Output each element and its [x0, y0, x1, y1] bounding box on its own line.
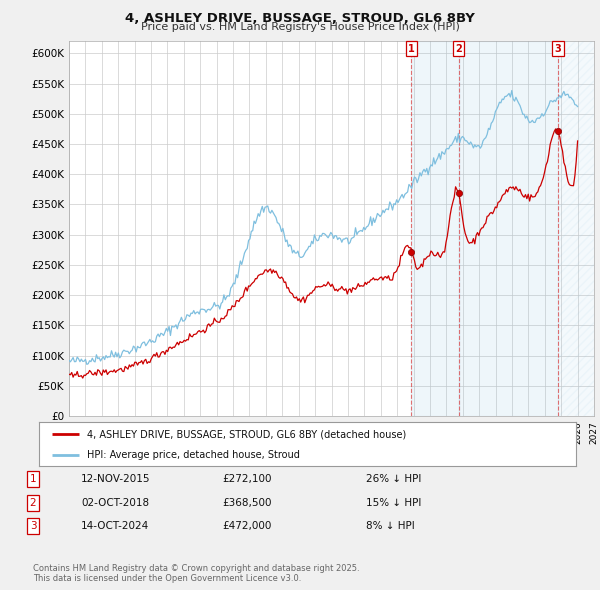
Text: HPI: Average price, detached house, Stroud: HPI: Average price, detached house, Stro…: [88, 450, 300, 460]
Text: This data is licensed under the Open Government Licence v3.0.: This data is licensed under the Open Gov…: [33, 574, 301, 583]
Bar: [458, 41, 558, 416]
Text: £272,100: £272,100: [222, 474, 271, 484]
Text: 14-OCT-2024: 14-OCT-2024: [81, 522, 149, 531]
Text: 3: 3: [554, 44, 561, 54]
Text: 2: 2: [455, 44, 462, 54]
Text: 2: 2: [29, 498, 37, 507]
Text: 3: 3: [29, 522, 37, 531]
Text: 4, ASHLEY DRIVE, BUSSAGE, STROUD, GL6 8BY: 4, ASHLEY DRIVE, BUSSAGE, STROUD, GL6 8B…: [125, 12, 475, 25]
Text: 8% ↓ HPI: 8% ↓ HPI: [366, 522, 415, 531]
Text: 02-OCT-2018: 02-OCT-2018: [81, 498, 149, 507]
Text: £472,000: £472,000: [222, 522, 271, 531]
Text: 1: 1: [29, 474, 37, 484]
Bar: [558, 41, 594, 416]
Text: 1: 1: [408, 44, 415, 54]
Bar: [412, 41, 458, 416]
Text: £368,500: £368,500: [222, 498, 271, 507]
Text: 15% ↓ HPI: 15% ↓ HPI: [366, 498, 421, 507]
Text: Contains HM Land Registry data © Crown copyright and database right 2025.: Contains HM Land Registry data © Crown c…: [33, 565, 359, 573]
Text: 4, ASHLEY DRIVE, BUSSAGE, STROUD, GL6 8BY (detached house): 4, ASHLEY DRIVE, BUSSAGE, STROUD, GL6 8B…: [88, 430, 407, 439]
Text: 26% ↓ HPI: 26% ↓ HPI: [366, 474, 421, 484]
Text: Price paid vs. HM Land Registry's House Price Index (HPI): Price paid vs. HM Land Registry's House …: [140, 22, 460, 32]
Text: 12-NOV-2015: 12-NOV-2015: [81, 474, 151, 484]
